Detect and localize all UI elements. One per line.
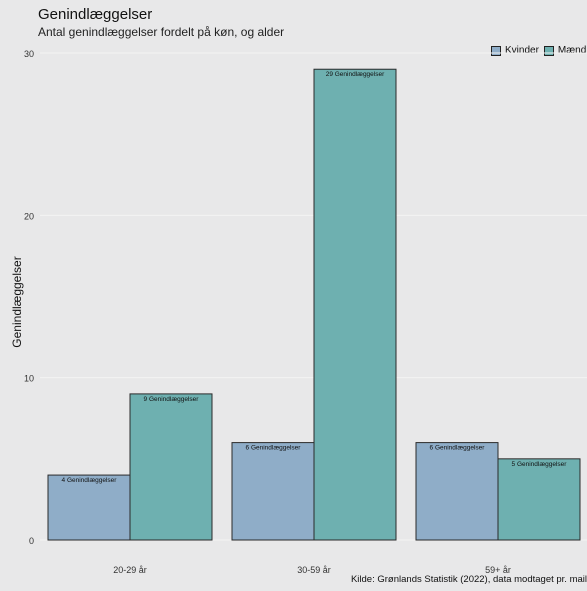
- bar-data-label: 4 Genindlæggelser: [62, 477, 118, 484]
- bar-data-label: 6 Genindlæggelser: [246, 445, 302, 452]
- bar-kvinder: [231, 442, 315, 541]
- bar-data-label: 29 Genindlæggelser: [326, 71, 385, 78]
- bar-maend: [497, 458, 581, 541]
- legend-swatch-maend: [543, 45, 554, 56]
- bar-maend: [313, 68, 397, 541]
- bar-data-label: 6 Genindlæggelser: [430, 445, 486, 452]
- bar-data-label: 9 Genindlæggelser: [144, 396, 200, 403]
- bar-maend: [129, 393, 213, 541]
- chart-subtitle: Antal genindlæggelser fordelt på køn, og…: [38, 25, 285, 39]
- y-tick-label: 10: [24, 374, 34, 384]
- source-caption: Kilde: Grønlands Statistik (2022), data …: [350, 574, 587, 585]
- bar-kvinder: [47, 474, 131, 541]
- legend-label-kvinder: Kvinder: [505, 45, 539, 56]
- bar-kvinder: [415, 442, 499, 541]
- legend: Kvinder Mænd: [491, 45, 587, 56]
- bar-data-label: 5 Genindlæggelser: [512, 461, 568, 468]
- legend-label-maend: Mænd: [557, 45, 587, 56]
- y-tick-label: 20: [24, 211, 34, 221]
- x-tick-label: 30-59 år: [297, 565, 331, 575]
- x-tick-label: 59+ år: [485, 565, 511, 575]
- y-tick-label: 30: [24, 49, 34, 59]
- x-tick-label: 20-29 år: [113, 565, 147, 575]
- chart-title: Genindlæggelser: [38, 6, 153, 23]
- y-tick-label: 0: [29, 536, 34, 546]
- legend-item-kvinder: Kvinder: [491, 45, 539, 56]
- legend-item-maend: Mænd: [543, 45, 587, 56]
- legend-swatch-kvinder: [491, 45, 501, 56]
